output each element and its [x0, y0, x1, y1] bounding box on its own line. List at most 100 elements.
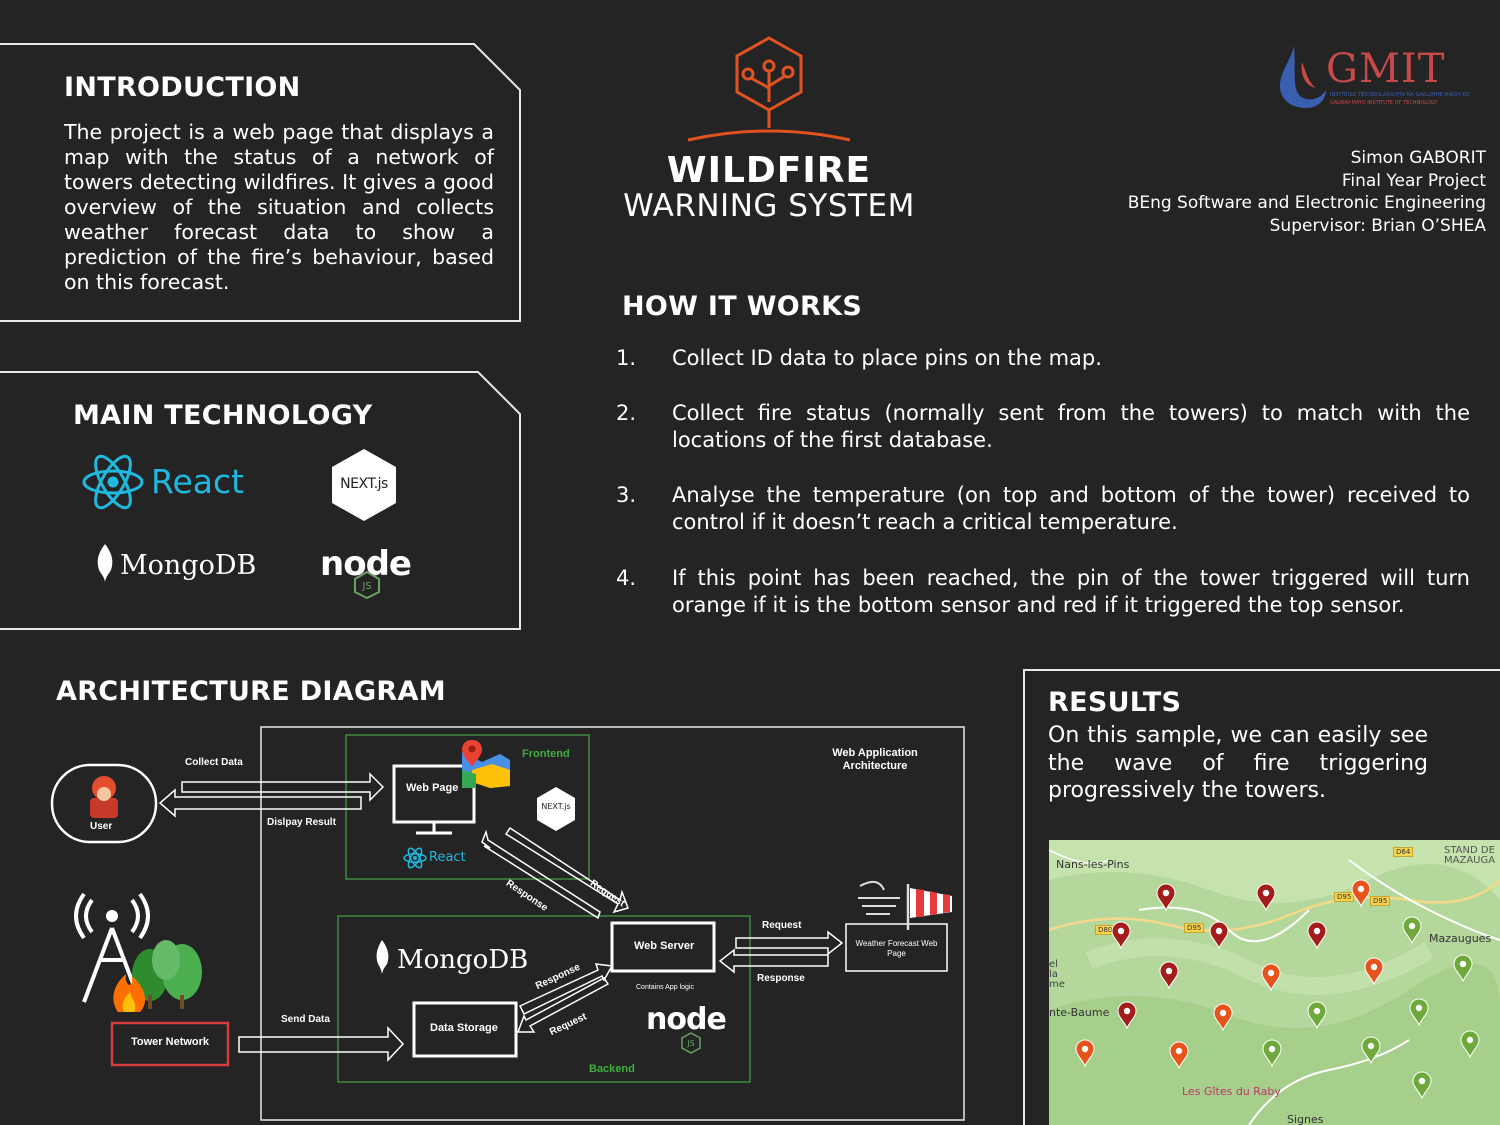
map-pin-icon[interactable] — [1213, 1003, 1233, 1032]
weather-label-1: Weather Forecast Web — [855, 939, 938, 948]
map-pin-icon[interactable] — [1209, 921, 1229, 950]
introduction-heading: INTRODUCTION — [64, 72, 301, 103]
frontend-boundary — [345, 734, 590, 880]
web-app-label-2: Architecture — [842, 760, 908, 772]
map-pin-icon[interactable] — [1307, 921, 1327, 950]
react-icon — [82, 454, 144, 510]
diagram-node-label: node — [646, 1002, 727, 1037]
request-arrow-frontend — [504, 826, 629, 914]
tower-network-box — [110, 1021, 230, 1067]
introduction-text: The project is a web page that displays … — [64, 120, 494, 294]
map-label-signes: Signes — [1287, 1113, 1324, 1125]
request-weather-arrow — [735, 930, 844, 956]
weather-label: Weather Forecast Web Page — [848, 939, 945, 959]
map-label-stand: STAND DE MAZAUGA — [1444, 846, 1495, 866]
map-pin-icon[interactable] — [1364, 957, 1384, 986]
react-logo — [82, 452, 144, 516]
map-pin-icon[interactable] — [1402, 916, 1422, 945]
response-storage-arrow — [518, 963, 614, 1015]
gmit-sub-1: INSTITIÚID TEICNEOLAÍOCHTA NA GAILLIMHE-… — [1330, 92, 1470, 98]
web-server-box — [610, 921, 716, 973]
step-number: 4. — [616, 566, 637, 590]
diagram-react-icon — [403, 847, 427, 869]
results-map[interactable]: Nans-les-Pins STAND DE MAZAUGA Mazaugues… — [1049, 840, 1500, 1125]
map-pin-icon[interactable] — [1351, 879, 1371, 908]
map-label-baume: nte-Baume — [1049, 1006, 1110, 1019]
backend-boundary — [337, 915, 751, 1083]
map-pin-icon[interactable] — [1453, 954, 1473, 983]
gmit-emblem-icon — [1280, 46, 1326, 108]
author-block: Simon GABORIT Final Year Project BEng So… — [1026, 147, 1486, 237]
results-text: On this sample, we can easily see the wa… — [1048, 723, 1428, 803]
step-text: Analyse the temperature (on top and bott… — [672, 483, 1470, 534]
nodejs-logo: node JS — [320, 546, 412, 599]
web-page-label: Web Page — [406, 782, 459, 794]
mongodb-logo — [96, 544, 114, 586]
map-pin-icon[interactable] — [1261, 963, 1281, 992]
web-app-boundary — [260, 726, 965, 1121]
gmit-sub-2: GALWAY-MAYO INSTITUTE OF TECHNOLOGY — [1330, 100, 1438, 106]
map-pin-icon[interactable] — [1117, 1001, 1137, 1030]
map-pin-icon[interactable] — [1262, 1039, 1282, 1068]
map-pin-icon[interactable] — [1361, 1036, 1381, 1065]
frontend-label: Frontend — [522, 748, 570, 760]
web-app-label-1: Web Application — [832, 747, 918, 759]
road-badge: D95 — [1184, 923, 1205, 933]
map-pin-icon[interactable] — [1412, 1071, 1432, 1100]
main-technology-heading: MAIN TECHNOLOGY — [73, 400, 373, 431]
map-label-raby: Les Gîtes du Raby — [1182, 1085, 1281, 1098]
map-pin-icon[interactable] — [1409, 998, 1429, 1027]
diagram-node-js-badge-icon: JS — [681, 1032, 701, 1054]
map-label-me: me — [1049, 979, 1065, 990]
forest-icon — [113, 940, 202, 1012]
firefighter-body — [90, 798, 118, 818]
map-pin-icon[interactable] — [1460, 1030, 1480, 1059]
display-result-arrow — [158, 788, 362, 818]
map-pin-icon[interactable] — [1307, 1001, 1327, 1030]
diagram-mongodb-label: MongoDB — [397, 945, 529, 975]
gmit-logo: GMIT INSTITIÚID TEICNEOLAÍOCHTA NA GAILL… — [1272, 42, 1486, 112]
road-badge: D95 — [1334, 892, 1355, 902]
response-arrow — [481, 829, 601, 920]
author-supervisor: Supervisor: Brian O’SHEA — [1269, 215, 1486, 236]
diagram-react-label: React — [429, 850, 466, 865]
step-number: 2. — [616, 401, 637, 425]
send-data-label: Send Data — [281, 1014, 330, 1025]
architecture-heading: ARCHITECTURE DIAGRAM — [56, 676, 446, 707]
weather-label-2: Page — [887, 949, 906, 958]
response-weather-label: Response — [757, 973, 805, 984]
weather-box — [845, 923, 948, 972]
map-pin-icon[interactable] — [1156, 883, 1176, 912]
author-name: Simon GABORIT — [1350, 148, 1486, 168]
diagram-nextjs-icon — [537, 787, 575, 831]
title-line-1: WILDFIRE — [666, 150, 872, 191]
step-text: Collect fire status (normally sent from … — [672, 401, 1470, 452]
map-label-stand-2: MAZAUGA — [1444, 855, 1496, 866]
maps-icon — [462, 740, 510, 788]
collect-data-arrow — [181, 772, 385, 802]
map-pin-icon[interactable] — [1075, 1039, 1095, 1068]
wind-sock-icon — [858, 880, 952, 930]
map-label-la: la — [1049, 969, 1058, 980]
mongodb-leaf-icon — [97, 544, 113, 582]
web-server-label: Web Server — [634, 940, 695, 952]
svg-text:JS: JS — [361, 581, 371, 592]
request-storage-arrow — [516, 977, 610, 1033]
nodejs-js-badge-icon: JS — [354, 571, 380, 599]
map-pins — [1075, 879, 1480, 1100]
nextjs-logo: NEXT.js — [331, 449, 397, 525]
map-label-nans: Nans-les-Pins — [1056, 858, 1130, 871]
step-text: Collect ID data to place pins on the map… — [672, 346, 1102, 370]
title-line-2: WARNING SYSTEM — [623, 188, 915, 224]
map-pin-icon[interactable] — [1256, 883, 1276, 912]
display-result-label: Dislpay Result — [267, 817, 336, 828]
diagram-nextjs-label: NEXT.js — [541, 802, 571, 811]
map-pin-icon[interactable] — [1169, 1041, 1189, 1070]
diagram-mongodb-leaf-icon — [376, 940, 389, 974]
map-pin-icon[interactable] — [1159, 961, 1179, 990]
author-degree: BEng Software and Electronic Engineering — [1127, 193, 1486, 213]
user-node — [50, 763, 158, 844]
step-text: If this point has been reached, the pin … — [672, 566, 1470, 617]
map-pin-icon[interactable] — [1111, 921, 1131, 950]
